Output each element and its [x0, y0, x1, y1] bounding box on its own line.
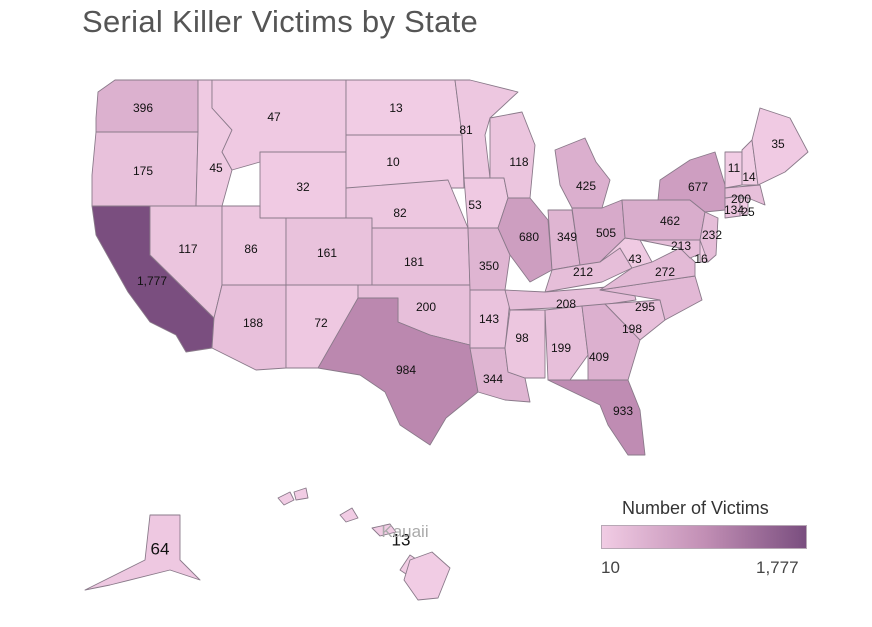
value-label-ny: 677 [688, 180, 708, 194]
state-nd[interactable] [345, 79, 463, 136]
state-il[interactable] [497, 197, 553, 283]
value-label-vt: 11 [728, 161, 741, 175]
value-label-sd: 10 [386, 155, 400, 169]
legend-min-label: 10 [601, 558, 620, 577]
value-label-la: 344 [483, 372, 503, 386]
value-label-ms: 98 [515, 331, 529, 345]
value-label-nm: 72 [314, 316, 328, 330]
value-label-ct: 134 [724, 203, 744, 217]
state-sd[interactable] [345, 134, 465, 189]
state-al[interactable] [544, 305, 589, 381]
value-label-nv: 117 [178, 242, 197, 256]
state-va[interactable] [599, 247, 696, 291]
state-tx[interactable] [317, 297, 479, 446]
state-nj[interactable] [699, 211, 719, 263]
value-label-ok: 200 [416, 300, 436, 314]
state-md[interactable] [639, 239, 706, 259]
value-label-tx: 984 [396, 363, 416, 377]
value-label-ri: 25 [741, 205, 755, 219]
value-label-in: 349 [557, 230, 577, 244]
state-fl[interactable] [547, 379, 646, 456]
value-label-pa: 462 [660, 214, 680, 228]
value-label-mn: 81 [459, 123, 473, 137]
value-label-ut: 86 [244, 242, 258, 256]
value-label-mt: 47 [267, 110, 281, 124]
value-label-fl: 933 [613, 404, 633, 418]
state-mn[interactable] [454, 79, 519, 179]
value-label-or: 175 [133, 164, 153, 178]
state-hi-island-5[interactable] [403, 551, 451, 601]
value-label-ia: 53 [468, 198, 482, 212]
state-mi[interactable] [554, 137, 611, 209]
value-label-wi: 118 [509, 155, 528, 169]
state-ar[interactable] [469, 289, 511, 349]
state-me[interactable] [751, 107, 809, 186]
value-label-ky: 212 [573, 265, 593, 279]
value-label-me: 35 [771, 137, 785, 151]
state-hi-island-1[interactable] [277, 491, 295, 506]
value-label-mo: 350 [479, 259, 499, 273]
state-mo[interactable] [467, 227, 511, 291]
value-label-va: 272 [655, 265, 675, 279]
value-label-il: 680 [519, 230, 539, 244]
state-hi-island-2[interactable] [293, 487, 309, 501]
state-ak[interactable] [84, 514, 201, 591]
value-label-mi: 425 [576, 179, 596, 193]
state-hi-island-4[interactable] [371, 523, 397, 537]
legend-title: Number of Victims [622, 498, 769, 518]
legend-color-bar [601, 525, 807, 549]
state-ri[interactable] [739, 197, 749, 217]
value-label-hi: 13 [392, 531, 411, 550]
value-label-ga: 409 [589, 350, 609, 364]
map-title: Serial Killer Victims by State [82, 4, 479, 39]
value-label-ak: 64 [151, 540, 170, 559]
value-label-az: 188 [243, 316, 263, 330]
value-label-ma: 200 [731, 192, 751, 206]
value-label-de: 16 [694, 252, 708, 266]
state-ma[interactable] [724, 184, 766, 206]
value-label-al: 199 [551, 341, 571, 355]
value-label-nh: 14 [742, 170, 756, 184]
value-label-md: 213 [671, 239, 691, 253]
state-hi-island-3[interactable] [339, 507, 359, 523]
value-label-nc: 295 [635, 300, 655, 314]
legend-max-label: 1,777 [756, 558, 799, 577]
value-label-nd: 13 [389, 101, 403, 115]
value-label-co: 161 [317, 246, 337, 260]
value-label-oh: 505 [596, 226, 616, 240]
value-label-tn: 208 [556, 297, 576, 311]
value-label-wv: 43 [628, 252, 642, 266]
value-label-ne: 82 [393, 206, 407, 220]
value-label-wa: 396 [133, 101, 153, 115]
value-label-ar: 143 [479, 312, 499, 326]
value-label-id: 45 [209, 161, 223, 175]
value-label-ca: 1,777 [137, 274, 167, 288]
value-label-wy: 32 [296, 180, 310, 194]
value-label-ks: 181 [404, 255, 424, 269]
value-label-sc: 198 [622, 322, 642, 336]
kauai-label: Kauaii [381, 522, 428, 541]
value-label-nj: 232 [702, 228, 722, 242]
